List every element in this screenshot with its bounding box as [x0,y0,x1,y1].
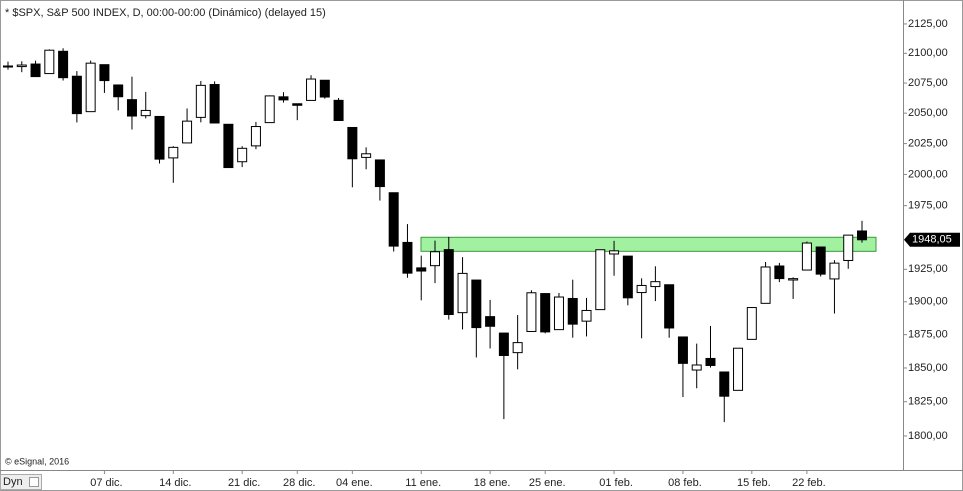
x-tick-label: 28 dic. [283,477,315,489]
chart-title: * $SPX, S&P 500 INDEX, D, 00:00-00:00 (D… [5,7,326,19]
y-tick-label: 1800,00 [908,430,948,442]
x-tick-label: 21 dic. [228,477,260,489]
candle-body [553,296,564,331]
x-tick-label: 22 feb. [792,477,826,489]
highlight-zone [420,236,877,252]
candle-body [3,65,13,68]
candle-body [540,293,551,333]
candle-body [622,255,633,299]
candle-body [16,64,27,68]
candle-body [223,123,234,169]
x-tick-label: 08 feb. [668,477,702,489]
candle-body [498,332,509,356]
candle-body [636,284,647,294]
y-tick-label: 2075,00 [908,77,948,89]
x-tick-label: 11 ene. [405,477,441,489]
candle-body [733,347,744,391]
candle-body [195,84,206,118]
y-tick-label: 2000,00 [908,168,948,180]
y-tick-label: 2050,00 [908,107,948,119]
candle-body [760,266,771,304]
candle-body [168,146,179,159]
candle-body [140,109,151,117]
y-tick-label: 2125,00 [908,18,948,30]
candle-body [126,99,137,117]
y-tick-label: 1825,00 [908,396,948,408]
candle-body [292,103,303,106]
candle-body [857,230,867,241]
candle-body [457,272,468,314]
last-price-label: 1948,05 [912,234,952,246]
candle-body [677,336,688,364]
candle-body [99,64,110,82]
candle-body [526,292,537,332]
candle-body [402,241,413,274]
candle-body [815,246,826,275]
candle-body [306,78,317,101]
candle-body [664,284,675,329]
candle-body [113,84,124,98]
candle-body [443,249,454,315]
candle-body [567,297,578,325]
candle-body [485,316,496,327]
candle-body [581,309,592,322]
candle-body [278,96,289,101]
candle-body [154,115,165,160]
y-tick-label: 1900,00 [908,296,948,308]
candle-body [705,357,716,366]
candle-body [788,278,799,281]
x-tick-label: 15 feb. [737,477,771,489]
y-tick-label: 2025,00 [908,138,948,150]
candle-body [250,126,261,147]
x-tick-label: 01 feb. [599,477,633,489]
candle-body [801,242,812,271]
candle-body [58,50,69,79]
x-tick-label: 14 dic. [159,477,191,489]
candle-body [44,49,55,75]
mode-icon [29,477,39,487]
candle-body [347,126,358,160]
candle-body [361,153,372,158]
candle-body [182,120,193,144]
candle-body [416,267,427,272]
candle-body [471,279,482,329]
candle-body [774,265,785,280]
candle-body [746,307,757,340]
candle-body [30,63,41,78]
candle-body [374,159,385,188]
candle-body [609,250,620,255]
x-tick-label: 25 ene. [529,477,566,489]
mode-label: Dyn [3,476,23,488]
x-tick-label: 04 ene. [336,477,373,489]
candle-body [388,192,399,247]
candle-body [595,249,606,311]
candle-body [264,95,275,124]
candle-body [85,62,96,113]
candle-body [430,251,440,267]
candle-body [512,342,523,354]
y-tick-label: 1850,00 [908,362,948,374]
y-tick-label: 1925,00 [908,263,948,275]
x-tick-label: 18 ene. [474,477,511,489]
candle-body [691,364,702,371]
candle-body [71,75,82,115]
y-tick-label: 2100,00 [908,47,948,59]
candle-body [333,99,344,121]
candle-body [829,262,840,280]
candle-body [319,79,330,98]
last-price-box [904,232,960,247]
candle-body [843,234,854,261]
candle-body [209,84,220,124]
candle-body [650,281,661,288]
credit: © eSignal, 2016 [5,456,69,466]
candle-body [719,371,730,397]
candle-body [237,147,248,163]
x-tick-label: 07 dic. [90,477,122,489]
y-tick-label: 1875,00 [908,329,948,341]
y-tick-label: 1975,00 [908,200,948,212]
